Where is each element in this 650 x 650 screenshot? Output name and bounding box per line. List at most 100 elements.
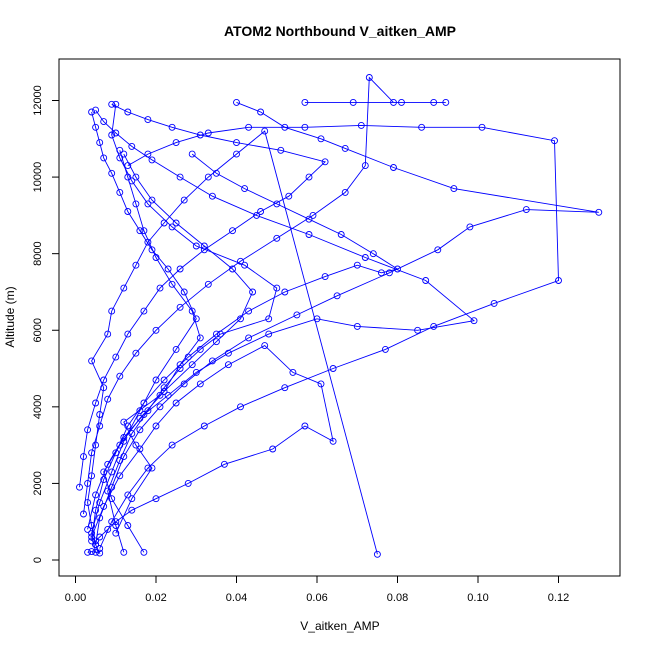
data-point (96, 422, 104, 430)
data-point (361, 254, 369, 261)
data-point (132, 200, 140, 208)
data-point (168, 280, 176, 288)
data-point (273, 284, 281, 292)
data-point (245, 123, 253, 131)
x-tick-label: 0.12 (548, 592, 569, 604)
series-line-11 (115, 153, 254, 534)
data-point (470, 317, 478, 325)
data-point (309, 211, 317, 219)
data-point (104, 330, 112, 338)
data-point (273, 234, 281, 242)
data-point (353, 322, 361, 330)
data-point (112, 522, 120, 529)
data-point (220, 460, 228, 468)
data-point (224, 361, 232, 369)
data-point (76, 483, 83, 491)
data-point (116, 188, 124, 196)
data-point (120, 437, 128, 445)
data-point (140, 307, 148, 315)
data-point (450, 185, 458, 193)
y-tick-label: 12000 (32, 85, 44, 116)
data-point (341, 188, 349, 196)
data-point (192, 315, 200, 323)
data-point (245, 334, 253, 342)
data-point (144, 200, 152, 208)
data-point (285, 192, 293, 200)
data-point (361, 162, 369, 170)
data-point (108, 307, 116, 315)
series-line-3 (95, 101, 599, 545)
data-point (160, 388, 168, 395)
series-line-6 (99, 124, 559, 549)
y-tick-label: 10000 (32, 162, 44, 193)
series-line-2 (107, 104, 278, 553)
data-point (152, 422, 160, 430)
data-point (120, 548, 128, 556)
data-point (305, 231, 313, 238)
data-point (112, 518, 120, 526)
data-point (551, 137, 558, 145)
data-point (357, 121, 365, 129)
data-point (116, 146, 124, 154)
data-point (116, 154, 124, 162)
data-point (180, 196, 188, 204)
data-point (390, 164, 397, 171)
data-point (168, 441, 176, 449)
x-axis-label: V_aitken_AMP (300, 619, 379, 633)
data-point (233, 98, 240, 106)
data-point (128, 506, 136, 514)
data-point (144, 464, 152, 472)
data-point (140, 411, 148, 418)
data-point (124, 522, 132, 529)
y-tick-label: 2000 (32, 471, 44, 495)
data-point (212, 338, 220, 346)
series-line-5 (87, 109, 476, 530)
data-point (156, 391, 164, 399)
y-tick-label: 4000 (32, 395, 44, 419)
data-layer (76, 74, 603, 558)
data-point (148, 246, 156, 254)
data-point (422, 277, 430, 284)
data-point (104, 525, 112, 533)
y-tick-label: 6000 (32, 318, 44, 342)
data-point (313, 315, 321, 323)
data-point (212, 330, 220, 338)
data-point (176, 361, 184, 369)
data-point (184, 479, 192, 487)
data-point (241, 261, 249, 269)
series-line-8 (91, 153, 399, 541)
data-point (156, 284, 164, 292)
data-point (168, 123, 176, 131)
data-point (172, 345, 180, 353)
data-point (192, 368, 200, 376)
series-line-7 (83, 76, 446, 515)
data-point (140, 399, 148, 407)
data-point (96, 533, 104, 541)
data-point (418, 123, 426, 131)
data-point (104, 395, 112, 403)
data-point (136, 414, 144, 422)
data-point (301, 422, 309, 430)
data-point (128, 495, 136, 503)
data-point (152, 495, 160, 503)
data-point (172, 139, 180, 147)
data-point (269, 445, 277, 453)
data-point (329, 365, 337, 372)
data-point (176, 265, 184, 273)
data-point (442, 98, 450, 106)
data-point (136, 407, 144, 415)
data-point (172, 399, 180, 407)
data-point (164, 265, 172, 273)
data-point (208, 192, 216, 200)
chart-title: ATOM2 Northbound V_aitken_AMP (224, 23, 456, 39)
x-tick-label: 0.00 (65, 592, 86, 604)
data-point (108, 100, 116, 108)
data-point (120, 418, 128, 426)
data-point (281, 288, 289, 296)
data-point (92, 548, 100, 556)
data-point (140, 227, 148, 235)
data-point (144, 150, 152, 158)
data-point (241, 185, 249, 193)
data-point (92, 506, 100, 514)
data-point (88, 548, 96, 556)
